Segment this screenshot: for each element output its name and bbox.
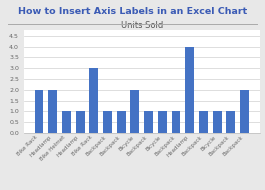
Bar bbox=[240, 90, 249, 133]
Bar bbox=[103, 111, 112, 133]
Bar bbox=[158, 111, 167, 133]
Bar bbox=[185, 47, 194, 133]
Bar bbox=[213, 111, 222, 133]
Bar bbox=[62, 111, 71, 133]
Bar bbox=[76, 111, 85, 133]
Bar bbox=[34, 90, 43, 133]
Bar bbox=[144, 111, 153, 133]
Text: How to Insert Axis Labels in an Excel Chart: How to Insert Axis Labels in an Excel Ch… bbox=[18, 7, 247, 16]
Bar bbox=[117, 111, 126, 133]
Title: Units Sold: Units Sold bbox=[121, 21, 163, 30]
Bar bbox=[48, 90, 57, 133]
Bar bbox=[89, 68, 98, 133]
Bar bbox=[226, 111, 235, 133]
Bar bbox=[171, 111, 180, 133]
Bar bbox=[130, 90, 139, 133]
Bar bbox=[199, 111, 208, 133]
